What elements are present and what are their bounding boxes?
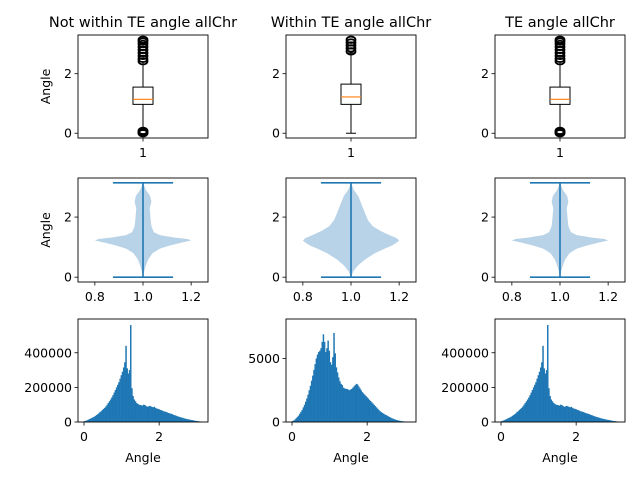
y-tick-label: 2 xyxy=(481,66,489,81)
y-tick-label: 0 xyxy=(64,126,72,141)
x-tick-label: 2 xyxy=(572,429,580,444)
panel-boxplot-3: 0 2 1 xyxy=(481,35,625,160)
y-tick-label: 200000 xyxy=(441,380,489,395)
x-tick-label: 0.8 xyxy=(502,289,522,304)
y-tick-label: 0 xyxy=(481,126,489,141)
x-tick-label: 1 xyxy=(139,145,147,160)
y-tick-label: 5000 xyxy=(248,351,280,366)
x-tick-label: 0 xyxy=(288,429,296,444)
panel-violin-1: 0 2 0.8 1.0 1.2 Angle xyxy=(38,178,208,304)
y-tick-label: 2 xyxy=(272,66,280,81)
x-tick-label: 1.2 xyxy=(389,289,409,304)
panel-boxplot-1: 0 2 1 Angle xyxy=(38,35,208,160)
x-tick-label: 1.0 xyxy=(341,289,361,304)
x-tick-label: 2 xyxy=(363,429,371,444)
panel-histogram-1: 0 200000 400000 0 2 Angle xyxy=(24,319,208,465)
panel-title-te: TE angle allChr xyxy=(504,15,615,31)
y-tick-label: 0 xyxy=(272,270,280,285)
panel-title-within-te: Within TE angle allChr xyxy=(271,15,431,31)
x-tick-label: 0 xyxy=(497,429,505,444)
y-axis-label: Angle xyxy=(38,68,53,104)
panel-histogram-2: 0 5000 0 2 Angle xyxy=(248,319,416,465)
x-tick-label: 1.0 xyxy=(550,289,570,304)
x-tick-label: 1 xyxy=(556,145,564,160)
y-tick-label: 0 xyxy=(481,270,489,285)
y-tick-label: 200000 xyxy=(24,380,72,395)
iqr-box xyxy=(341,84,361,104)
x-tick-label: 0.8 xyxy=(293,289,313,304)
y-axis-label: Angle xyxy=(38,212,53,248)
y-tick-label: 400000 xyxy=(441,345,489,360)
panel-violin-3: 0 2 0.8 1.0 1.2 xyxy=(481,178,625,304)
column-titles: Not within TE angle allChr Within TE ang… xyxy=(49,15,615,31)
x-tick-label: 1.0 xyxy=(133,289,153,304)
y-tick-label: 0 xyxy=(481,415,489,430)
y-tick-label: 2 xyxy=(64,66,72,81)
x-tick-label: 2 xyxy=(155,429,163,444)
y-tick-label: 0 xyxy=(272,415,280,430)
panel-title-not-within-te: Not within TE angle allChr xyxy=(49,15,237,31)
x-tick-label: 0.8 xyxy=(85,289,105,304)
x-tick-label: 0 xyxy=(80,429,88,444)
y-tick-label: 0 xyxy=(272,126,280,141)
iqr-box xyxy=(133,87,153,104)
y-tick-label: 2 xyxy=(481,210,489,225)
iqr-box xyxy=(550,87,570,104)
x-axis-label: Angle xyxy=(542,450,578,465)
x-axis-label: Angle xyxy=(125,450,161,465)
y-tick-label: 400000 xyxy=(24,345,72,360)
y-tick-label: 0 xyxy=(64,270,72,285)
x-tick-label: 1.2 xyxy=(598,289,618,304)
x-tick-label: 1.2 xyxy=(181,289,201,304)
panel-violin-2: 0 2 0.8 1.0 1.2 xyxy=(272,178,416,304)
y-tick-label: 2 xyxy=(64,210,72,225)
x-axis-label: Angle xyxy=(333,450,369,465)
y-tick-label: 0 xyxy=(64,415,72,430)
x-tick-label: 1 xyxy=(347,145,355,160)
panel-boxplot-2: 0 2 1 xyxy=(272,35,416,160)
y-tick-label: 2 xyxy=(272,210,280,225)
panel-histogram-3: 0 200000 400000 0 2 Angle xyxy=(441,319,625,465)
